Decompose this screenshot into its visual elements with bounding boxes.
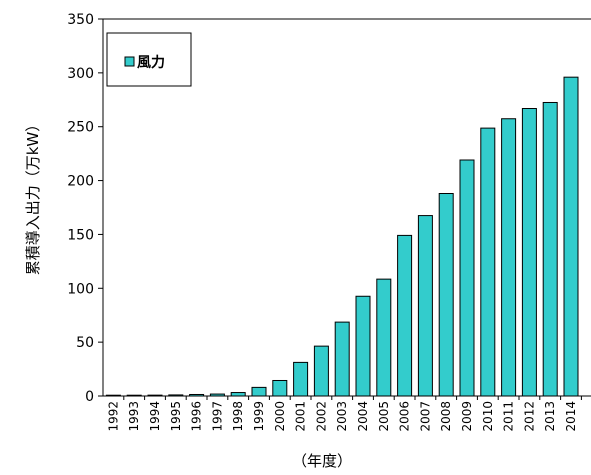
bar-2005 [377, 279, 391, 396]
x-tick-label-2010: 2010 [481, 401, 495, 432]
y-tick-label-100: 100 [67, 281, 94, 297]
bar-2013 [543, 102, 557, 396]
x-tick-label-2001: 2001 [294, 401, 308, 432]
x-tick-label-2011: 2011 [502, 401, 516, 432]
bar-2010 [481, 128, 495, 396]
bar-2009 [460, 160, 474, 396]
bar-1998 [231, 393, 245, 396]
bar-2000 [273, 380, 287, 396]
bars-layer [106, 77, 578, 396]
x-tick-label-1994: 1994 [148, 401, 162, 432]
legend-swatch [125, 57, 134, 66]
bar-2001 [294, 362, 308, 396]
bar-2012 [522, 109, 536, 396]
bar-2014 [564, 77, 578, 396]
x-tick-label-2000: 2000 [273, 401, 287, 432]
bar-2011 [502, 119, 516, 396]
x-tick-label-2002: 2002 [314, 401, 328, 432]
y-tick-label-50: 50 [76, 335, 94, 351]
y-tick-label-350: 350 [67, 12, 94, 28]
x-tick-label-2014: 2014 [564, 401, 578, 432]
legend: 風力 [107, 33, 191, 86]
x-tick-label-2003: 2003 [335, 401, 349, 432]
y-tick-label-300: 300 [67, 66, 94, 82]
bar-2006 [398, 235, 412, 396]
x-axis-title: （年度） [292, 452, 352, 470]
y-tick-label-150: 150 [67, 227, 94, 243]
y-tick-label-0: 0 [85, 389, 94, 405]
x-tick-label-2012: 2012 [522, 401, 536, 432]
x-tick-label-2009: 2009 [460, 401, 474, 432]
bar-2004 [356, 296, 370, 396]
x-tick-label-2006: 2006 [398, 401, 412, 432]
y-tick-label-200: 200 [67, 174, 94, 190]
bar-2003 [335, 322, 349, 396]
y-tick-label-250: 250 [67, 120, 94, 136]
x-tick-label-2008: 2008 [439, 401, 453, 432]
x-tick-label-1993: 1993 [127, 401, 141, 432]
bar-2002 [314, 346, 328, 396]
x-tick-label-2005: 2005 [377, 401, 391, 432]
bar-2008 [439, 194, 453, 397]
bar-1999 [252, 387, 266, 396]
x-tick-label-1997: 1997 [210, 401, 224, 432]
legend-label: 風力 [137, 54, 165, 71]
bar-2007 [418, 216, 432, 396]
x-tick-label-2007: 2007 [418, 401, 432, 432]
x-tick-label-1996: 1996 [190, 401, 204, 432]
x-tick-label-2013: 2013 [543, 401, 557, 432]
x-tick-label-1999: 1999 [252, 401, 266, 432]
x-tick-label-1998: 1998 [231, 401, 245, 432]
y-axis-title: 累積導入出力（万kW） [24, 117, 42, 276]
x-tick-label-1992: 1992 [106, 401, 120, 432]
x-tick-label-2004: 2004 [356, 401, 370, 432]
x-tick-label-1995: 1995 [169, 401, 183, 432]
